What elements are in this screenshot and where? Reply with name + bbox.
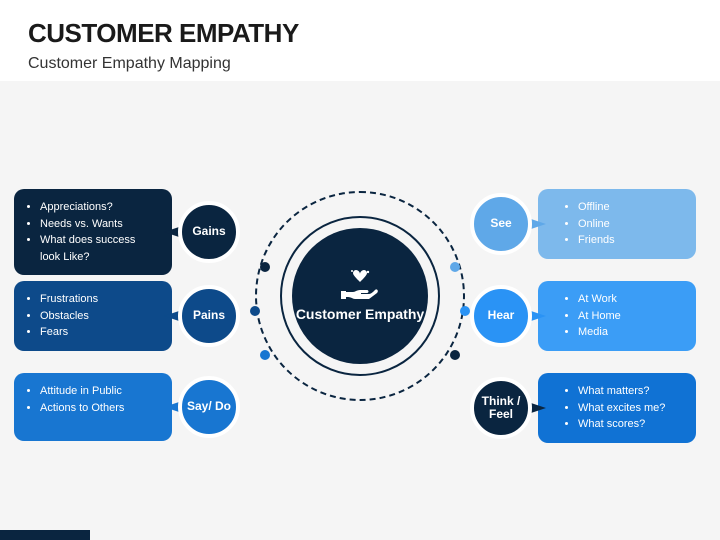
node-pains: Pains Frustrations Obstacles Fears	[14, 281, 240, 351]
ring-dot	[260, 350, 270, 360]
ring-dot	[250, 306, 260, 316]
gains-circle: Gains	[178, 201, 240, 263]
hear-item: Media	[578, 324, 684, 341]
saydo-circle: Say/ Do	[178, 376, 240, 438]
hear-panel: At Work At Home Media	[538, 281, 696, 351]
page-subtitle: Customer Empathy Mapping	[28, 55, 692, 73]
hear-item: At Work	[578, 291, 684, 308]
see-item: Friends	[578, 232, 684, 249]
pains-panel: Frustrations Obstacles Fears	[14, 281, 172, 351]
node-think: Think / Feel What matters? What excites …	[470, 373, 696, 443]
ring-dot	[260, 262, 270, 272]
see-panel: Offline Online Friends	[538, 189, 696, 259]
hear-circle: Hear	[470, 285, 532, 347]
think-circle: Think / Feel	[470, 377, 532, 439]
pains-item: Obstacles	[40, 308, 146, 325]
see-item: Online	[578, 216, 684, 233]
think-item: What scores?	[578, 416, 684, 433]
hub-circle: Customer Empathy	[292, 228, 428, 364]
hear-item: At Home	[578, 308, 684, 325]
footer-accent-bar	[0, 530, 90, 540]
pains-circle: Pains	[178, 285, 240, 347]
see-item: Offline	[578, 199, 684, 216]
saydo-item: Actions to Others	[40, 400, 146, 417]
see-circle: See	[470, 193, 532, 255]
ring-dot	[450, 262, 460, 272]
diagram-canvas: Customer Empathy Gains Appreciations? Ne…	[0, 81, 720, 511]
ring-dot	[460, 306, 470, 316]
saydo-panel: Attitude in Public Actions to Others	[14, 373, 172, 441]
node-gains: Gains Appreciations? Needs vs. Wants Wha…	[14, 189, 240, 275]
header: CUSTOMER EMPATHY Customer Empathy Mappin…	[0, 0, 720, 81]
gains-item: Appreciations?	[40, 199, 146, 216]
hub-label: Customer Empathy	[296, 306, 424, 323]
node-hear: Hear At Work At Home Media	[470, 281, 696, 351]
page-title: CUSTOMER EMPATHY	[28, 18, 692, 49]
ring-dot	[450, 350, 460, 360]
saydo-item: Attitude in Public	[40, 383, 146, 400]
think-panel: What matters? What excites me? What scor…	[538, 373, 696, 443]
think-item: What matters?	[578, 383, 684, 400]
gains-panel: Appreciations? Needs vs. Wants What does…	[14, 189, 172, 275]
think-item: What excites me?	[578, 400, 684, 417]
pains-item: Frustrations	[40, 291, 146, 308]
gains-item: Needs vs. Wants	[40, 216, 146, 233]
pains-item: Fears	[40, 324, 146, 341]
node-saydo: Say/ Do Attitude in Public Actions to Ot…	[14, 373, 240, 441]
node-see: See Offline Online Friends	[470, 189, 696, 259]
hand-heart-icon	[341, 270, 379, 300]
gains-item: What does success look Like?	[40, 232, 146, 265]
